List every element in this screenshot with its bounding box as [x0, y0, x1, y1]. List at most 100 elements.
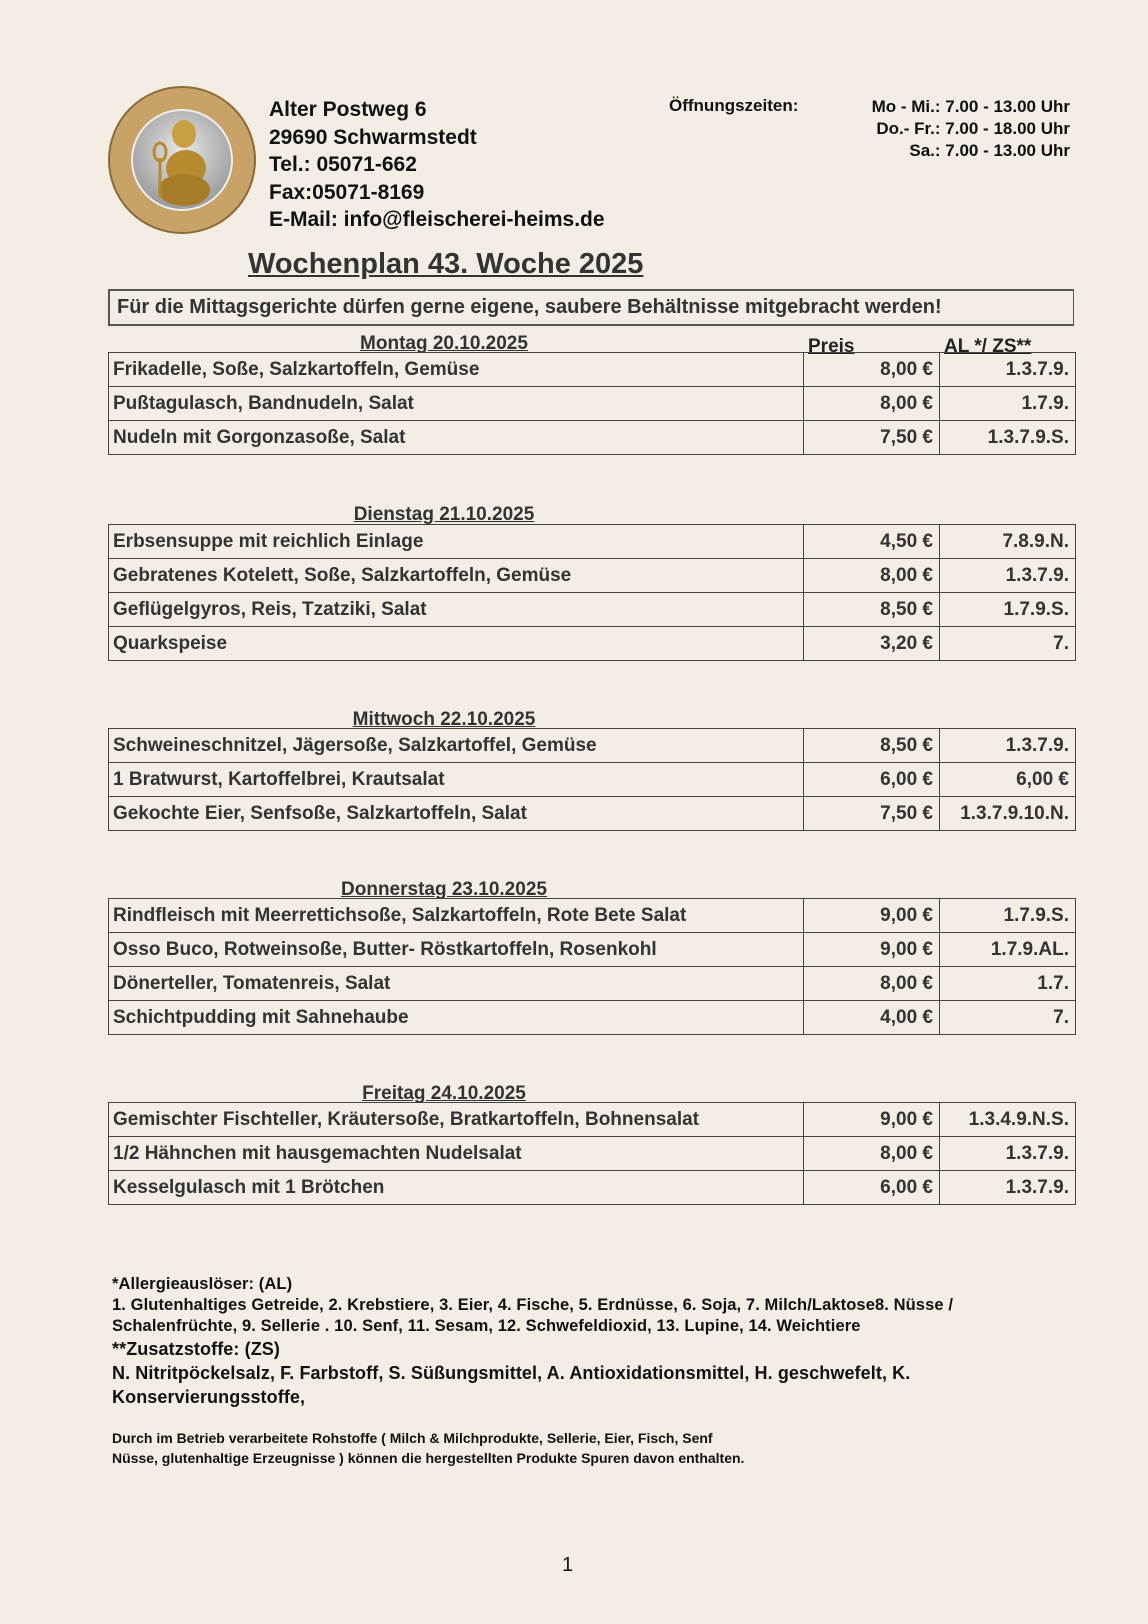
table-row: Schweineschnitzel, Jägersoße, Salzkartof… — [108, 728, 1076, 763]
dish-allergens: 1.3.7.9. — [939, 1136, 1076, 1171]
dish-price: 8,50 € — [803, 592, 940, 627]
allergen-line: 1. Glutenhaltiges Getreide, 2. Krebstier… — [112, 1296, 954, 1314]
dish-allergens: 7. — [939, 1000, 1076, 1035]
dish-name: Nudeln mit Gorgonzasoße, Salat — [108, 420, 804, 455]
allergen-title: *Allergieauslöser: (AL) — [112, 1275, 293, 1293]
menu-table: Gemischter Fischteller, Kräutersoße, Bra… — [108, 1102, 1076, 1205]
dish-price: 8,50 € — [803, 728, 940, 763]
notice-box: Für die Mittagsgerichte dürfen gerne eig… — [108, 289, 1074, 326]
dish-name: Gekochte Eier, Senfsoße, Salzkartoffeln,… — [108, 796, 804, 831]
dish-name: Rindfleisch mit Meerrettichsoße, Salzkar… — [108, 898, 804, 933]
table-row: 1 Bratwurst, Kartoffelbrei, Krautsalat 6,… — [108, 762, 1076, 797]
email: E-Mail: info@fleischerei-heims.de — [269, 208, 605, 231]
opening-hours: Mo - Mi.: 7.00 - 13.00 Uhr Do.- Fr.: 7.0… — [780, 96, 1070, 162]
trace-note-line: Nüsse, glutenhaltige Erzeugnisse ) könne… — [112, 1450, 745, 1466]
menu-table: Schweineschnitzel, Jägersoße, Salzkartof… — [108, 728, 1076, 831]
dish-allergens: 1.3.7.9. — [939, 352, 1076, 387]
dish-name: 1 Bratwurst, Kartoffelbrei, Krautsalat — [108, 762, 804, 797]
day-header: Dienstag 21.10.2025 — [353, 504, 535, 525]
table-row: Rindfleisch mit Meerrettichsoße, Salzkar… — [108, 898, 1076, 933]
table-row: Dönerteller, Tomatenreis, Salat 8,00 €1.7… — [108, 966, 1076, 1001]
table-row: Osso Buco, Rotweinsoße, Butter- Röstkart… — [108, 932, 1076, 967]
dish-price: 9,00 € — [803, 1102, 940, 1137]
day-header: Mittwoch 22.10.2025 — [352, 709, 536, 730]
dish-allergens: 1.3.7.9. — [939, 1170, 1076, 1205]
dish-allergens: 1.3.7.9.S. — [939, 420, 1076, 455]
dish-name: Dönerteller, Tomatenreis, Salat — [108, 966, 804, 1001]
dish-allergens: 1.3.7.9.10.N. — [939, 796, 1076, 831]
address-city: 29690 Schwarmstedt — [269, 125, 477, 149]
dish-allergens: 1.3.4.9.N.S. — [939, 1102, 1076, 1137]
dish-price: 7,50 € — [803, 420, 940, 455]
dish-allergens: 6,00 € — [939, 762, 1076, 797]
menu-table: Erbsensuppe mit reichlich Einlage 4,50 €7… — [108, 524, 1076, 661]
day-header: Freitag 24.10.2025 — [362, 1083, 526, 1104]
table-row: Geflügelgyros, Reis, Tzatziki, Salat 8,50… — [108, 592, 1076, 627]
table-row: Nudeln mit Gorgonzasoße, Salat 7,50 €1.3.… — [108, 420, 1076, 455]
dish-name: Gemischter Fischteller, Kräutersoße, Bra… — [108, 1102, 804, 1137]
dish-name: Kesselgulasch mit 1 Brötchen — [108, 1170, 804, 1205]
dish-price: 6,00 € — [803, 1170, 940, 1205]
column-header-price: Preis — [808, 336, 855, 357]
dish-price: 8,00 € — [803, 352, 940, 387]
dish-allergens: 1.3.7.9. — [939, 728, 1076, 763]
table-row: 1/2 Hähnchen mit hausgemachten Nudelsala… — [108, 1136, 1076, 1171]
menu-table: Frikadelle, Soße, Salzkartoffeln, Gemüse… — [108, 352, 1076, 455]
table-row: Frikadelle, Soße, Salzkartoffeln, Gemüse… — [108, 352, 1076, 387]
dish-allergens: 7. — [939, 626, 1076, 661]
phone: Tel.: 05071-662 — [269, 153, 417, 176]
hours-mo-mi: Mo - Mi.: 7.00 - 13.00 Uhr — [871, 97, 1070, 116]
dish-price: 8,00 € — [803, 386, 940, 421]
additives-line: N. Nitritpöckelsalz, F. Farbstoff, S. Sü… — [112, 1363, 911, 1383]
dish-name: Frikadelle, Soße, Salzkartoffeln, Gemüse — [108, 352, 804, 387]
legend: *Allergieauslöser: (AL) 1. Glutenhaltige… — [112, 1274, 953, 1409]
contact-address: Alter Postweg 6 29690 Schwarmstedt Tel.:… — [269, 96, 605, 234]
dish-allergens: 1.7.9. — [939, 386, 1076, 421]
table-row: Gebratenes Kotelett, Soße, Salzkartoffel… — [108, 558, 1076, 593]
dish-name: Schichtpudding mit Sahnehaube — [108, 1000, 804, 1035]
logo — [108, 86, 256, 234]
table-row: Kesselgulasch mit 1 Brötchen 6,00 €1.3.7.… — [108, 1170, 1076, 1205]
opening-hours-label: Öffnungszeiten: — [669, 96, 799, 115]
trace-note: Durch im Betrieb verarbeitete Rohstoffe … — [112, 1428, 744, 1468]
dish-name: 1/2 Hähnchen mit hausgemachten Nudelsala… — [108, 1136, 804, 1171]
dish-price: 9,00 € — [803, 932, 940, 967]
dish-allergens: 1.3.7.9. — [939, 558, 1076, 593]
address-street: Alter Postweg 6 — [269, 98, 427, 121]
menu-table: Rindfleisch mit Meerrettichsoße, Salzkar… — [108, 898, 1076, 1035]
table-row: Pußtagulasch, Bandnudeln, Salat 8,00 €1.7… — [108, 386, 1076, 421]
hours-do-fr: Do.- Fr.: 7.00 - 18.00 Uhr — [876, 119, 1070, 138]
dish-allergens: 1.7.9.AL. — [939, 932, 1076, 967]
day-header: Montag 20.10.2025 — [360, 333, 528, 354]
trace-note-line: Durch im Betrieb verarbeitete Rohstoffe … — [112, 1430, 713, 1446]
day-header: Donnerstag 23.10.2025 — [341, 879, 547, 900]
dish-name: Gebratenes Kotelett, Soße, Salzkartoffel… — [108, 558, 804, 593]
table-row: Gemischter Fischteller, Kräutersoße, Bra… — [108, 1102, 1076, 1137]
dish-price: 8,00 € — [803, 966, 940, 1001]
allergen-line: Schalenfrüchte, 9. Sellerie . 10. Senf, … — [112, 1317, 861, 1335]
dish-price: 8,00 € — [803, 1136, 940, 1171]
dish-price: 8,00 € — [803, 558, 940, 593]
dish-price: 4,00 € — [803, 1000, 940, 1035]
dish-price: 4,50 € — [803, 524, 940, 559]
dish-price: 7,50 € — [803, 796, 940, 831]
page-number: 1 — [562, 1554, 574, 1576]
dish-allergens: 1.7.9.S. — [939, 898, 1076, 933]
additives-title: **Zusatzstoffe: (ZS) — [112, 1339, 280, 1359]
table-row: Erbsensuppe mit reichlich Einlage 4,50 €7… — [108, 524, 1076, 559]
dish-name: Pußtagulasch, Bandnudeln, Salat — [108, 386, 804, 421]
dish-price: 3,20 € — [803, 626, 940, 661]
dish-price: 9,00 € — [803, 898, 940, 933]
fax: Fax:05071-8169 — [269, 180, 425, 204]
additives-line: Konservierungsstoffe, — [112, 1387, 306, 1407]
dish-allergens: 1.7. — [939, 966, 1076, 1001]
dish-price: 6,00 € — [803, 762, 940, 797]
column-header-al: AL */ ZS** — [944, 336, 1032, 357]
dish-allergens: 7.8.9.N. — [939, 524, 1076, 559]
table-row: Quarkspeise 3,20 €7. — [108, 626, 1076, 661]
table-row: Gekochte Eier, Senfsoße, Salzkartoffeln,… — [108, 796, 1076, 831]
dish-name: Quarkspeise — [108, 626, 804, 661]
page-title: Wochenplan 43. Woche 2025 — [248, 248, 644, 280]
dish-allergens: 1.7.9.S. — [939, 592, 1076, 627]
dish-name: Erbsensuppe mit reichlich Einlage — [108, 524, 804, 559]
